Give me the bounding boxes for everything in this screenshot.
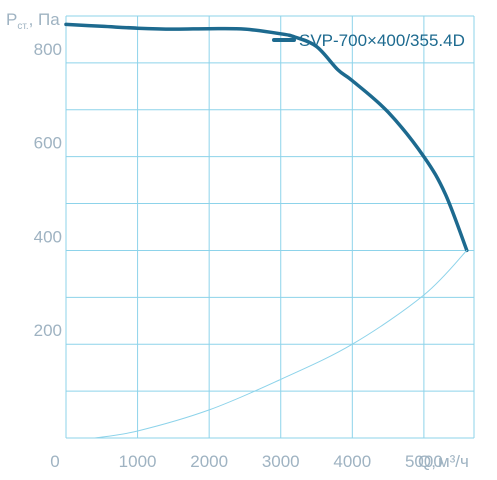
x-axis-ticks: 0 1000 2000 3000 4000 5000 [50,452,443,471]
y-tick-label: 800 [34,40,62,59]
system-curve [94,249,468,439]
y-tick-label: 200 [34,321,62,340]
x-tick-label: 0 [50,452,59,471]
y-axis-title: Pст., Па [6,10,60,32]
legend-label: SVP-700×400/355.4D [299,31,465,50]
x-tick-label: 1000 [119,452,157,471]
x-tick-label: 3000 [262,452,300,471]
y-axis-ticks: 200 400 600 800 [34,40,62,340]
x-tick-label: 2000 [190,452,228,471]
legend: SVP-700×400/355.4D [272,31,465,50]
y-tick-label: 600 [34,134,62,153]
x-tick-label: 4000 [333,452,371,471]
series-group [64,22,469,439]
y-tick-label: 400 [34,227,62,246]
fan-curve [64,22,469,253]
x-axis-title: Q, м³/ч [418,452,469,471]
x-tick-label: 5000 [405,452,443,471]
grid [65,15,475,439]
